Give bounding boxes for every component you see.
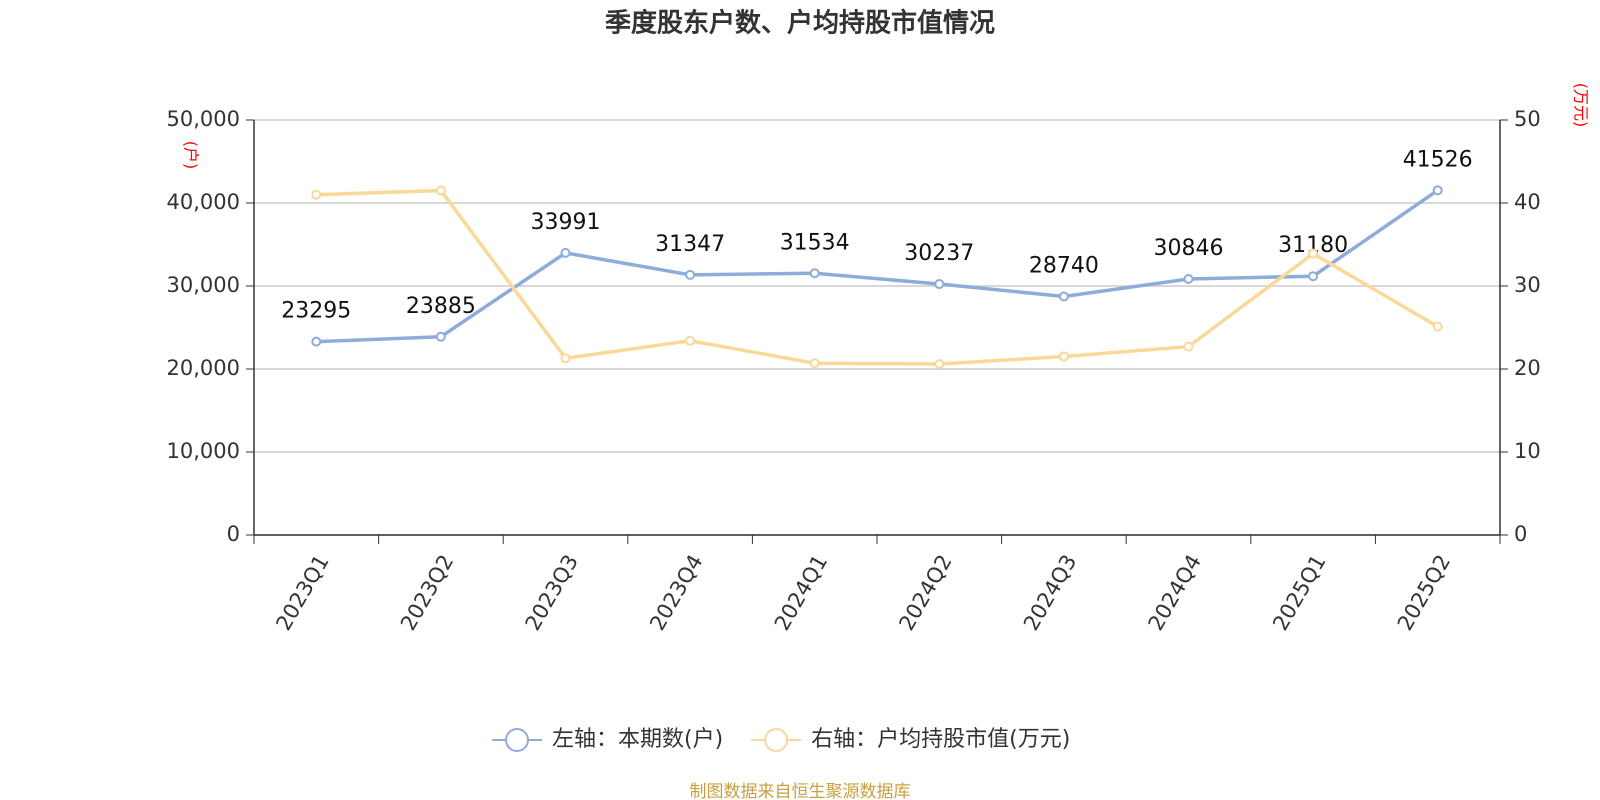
point [311,336,322,347]
point [1183,273,1194,284]
point [560,353,571,364]
x-tick-label: 2023Q1 [271,551,333,635]
y2-tick-label: 10 [1514,439,1541,463]
legend-marker [764,728,789,752]
point [685,269,696,280]
x-tick-label: 2024Q2 [894,551,956,635]
y2-tick-label: 50 [1514,107,1541,131]
point [685,335,696,346]
point [809,268,820,279]
y-tick-label: 50,000 [167,107,240,131]
point [1183,341,1194,352]
point [435,185,446,196]
legend-label: 左轴：本期数(户) [552,727,723,752]
x-tick-label: 2025Q2 [1393,551,1455,635]
point [560,247,571,258]
legend-label: 右轴：户均持股市值(万元) [811,727,1070,752]
point [435,331,446,342]
y2-tick-label: 0 [1514,522,1527,546]
y-tick-label: 0 [227,522,240,546]
source-note: 制图数据来自恒生聚源数据库 [690,782,911,800]
data-label: 31534 [780,230,850,255]
y2-tick-label: 40 [1514,190,1541,214]
data-label: 33991 [531,210,601,235]
point [934,359,945,370]
series-line [316,188,1439,344]
point [311,189,322,200]
y-tick-label: 30,000 [167,273,240,297]
point [1058,351,1069,362]
x-tick-label: 2024Q4 [1144,551,1206,635]
x-tick-label: 2024Q1 [770,551,832,635]
point [1432,321,1443,332]
data-label: 28740 [1029,253,1099,278]
point [809,358,820,369]
point [1308,271,1319,282]
x-tick-label: 2023Q2 [396,551,458,635]
point [1308,248,1319,259]
data-label: 23295 [281,299,351,324]
x-tick-label: 2025Q1 [1268,551,1330,635]
y-tick-label: 20,000 [167,356,240,380]
data-label: 30237 [904,241,974,266]
y-tick-label: 10,000 [167,439,240,463]
data-label: 41526 [1403,147,1473,172]
point [934,279,945,290]
y2-axis-label: (万元) [1572,83,1591,128]
x-tick-label: 2024Q3 [1019,551,1081,635]
y2-tick-label: 20 [1514,356,1541,380]
point [1432,185,1443,196]
y2-tick-label: 30 [1514,273,1541,297]
data-label: 31347 [655,232,725,257]
point [1058,291,1069,302]
chart-title: 季度股东户数、户均持股市值情况 [605,8,995,39]
y-tick-label: 40,000 [167,190,240,214]
data-label: 30846 [1154,236,1224,261]
data-label: 23885 [406,294,476,319]
x-tick-label: 2023Q3 [521,551,583,635]
y-axis-label: (户) [182,141,201,170]
series-line [316,188,1439,366]
legend-marker [505,728,529,752]
x-tick-label: 2023Q4 [645,551,707,635]
